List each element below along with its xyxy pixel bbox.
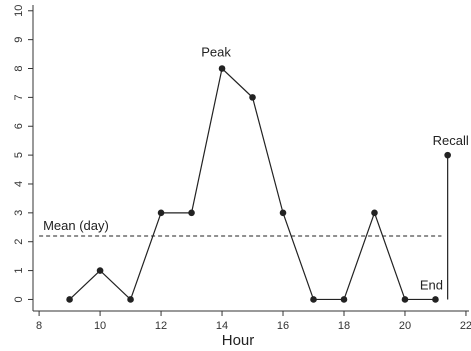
- recall-label: Recall: [433, 133, 469, 148]
- x-tick-label: 16: [277, 320, 289, 332]
- end-label: End: [420, 277, 443, 292]
- x-tick-label: 10: [94, 320, 106, 332]
- point: [249, 94, 256, 101]
- x-tick-label: 12: [155, 320, 167, 332]
- y-tick-label: 3: [13, 210, 25, 216]
- x-tick-label: 22: [460, 320, 471, 332]
- point: [432, 296, 439, 303]
- x-tick-label: 18: [338, 320, 350, 332]
- x-tick-label: 8: [36, 320, 42, 332]
- point: [310, 296, 317, 303]
- y-tick-label: 6: [13, 123, 25, 129]
- point: [96, 267, 104, 274]
- y-tick-label: 5: [13, 152, 25, 158]
- recall-point: [444, 151, 451, 159]
- x-tick-label: 14: [216, 320, 228, 332]
- peak-label: Peak: [201, 45, 231, 60]
- point: [66, 296, 73, 303]
- x-axis-label: Hour: [222, 332, 255, 349]
- point: [127, 296, 134, 303]
- y-tick-label: 1: [13, 268, 25, 274]
- y-tick-label: 2: [13, 239, 25, 245]
- y-tick-label: 7: [13, 94, 25, 100]
- mean-label: Mean (day): [43, 218, 109, 233]
- y-tick-label: 10: [13, 5, 25, 17]
- x-tick-label: 20: [399, 320, 411, 332]
- point: [279, 209, 287, 217]
- point: [157, 209, 165, 217]
- point: [340, 296, 348, 303]
- point: [188, 209, 195, 217]
- point: [371, 209, 378, 217]
- y-tick-label: 0: [13, 296, 25, 302]
- point: [218, 65, 226, 72]
- series-line: [69, 67, 436, 301]
- y-tick-label: 4: [13, 181, 25, 187]
- y-tick-label: 9: [13, 37, 25, 43]
- point: [401, 296, 409, 303]
- y-tick-label: 8: [13, 65, 25, 71]
